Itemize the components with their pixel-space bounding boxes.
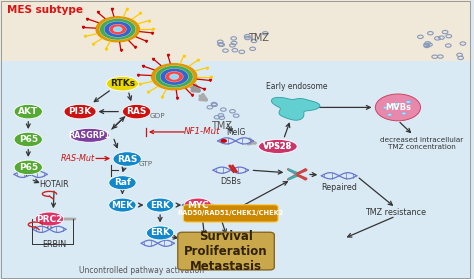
Text: ERK: ERK [150, 201, 170, 210]
Ellipse shape [14, 104, 42, 119]
Text: Early endosome: Early endosome [266, 82, 328, 91]
Ellipse shape [109, 176, 136, 190]
Text: RASGRP1: RASGRP1 [68, 131, 110, 140]
Circle shape [95, 16, 140, 43]
Text: RAS: RAS [117, 155, 137, 163]
Ellipse shape [258, 140, 297, 153]
Text: ERBIN: ERBIN [42, 240, 66, 249]
Ellipse shape [146, 226, 174, 240]
Text: Raf: Raf [114, 178, 131, 187]
Text: TMZ: TMZ [248, 33, 270, 43]
Ellipse shape [146, 198, 174, 212]
Text: NF1-Mut: NF1-Mut [184, 128, 221, 136]
Text: VPS28: VPS28 [263, 142, 292, 151]
Text: HOTAIR: HOTAIR [39, 180, 69, 189]
Text: ERK: ERK [150, 229, 170, 237]
Ellipse shape [113, 152, 141, 166]
FancyBboxPatch shape [183, 205, 278, 222]
Text: MeIG: MeIG [226, 128, 245, 137]
Text: PRC2: PRC2 [36, 215, 63, 223]
Text: AKT: AKT [18, 107, 38, 116]
Circle shape [160, 68, 188, 85]
Circle shape [104, 21, 131, 37]
Bar [0, 0, 471, 61]
Text: RAD50/RAD51/CHEK1/CHEK2: RAD50/RAD51/CHEK1/CHEK2 [178, 210, 284, 217]
Text: GTP: GTP [139, 161, 153, 167]
Circle shape [151, 63, 198, 91]
Text: Survival
Proliferation
Metastasis: Survival Proliferation Metastasis [184, 230, 268, 273]
Circle shape [113, 27, 122, 32]
Circle shape [220, 139, 227, 143]
Circle shape [109, 24, 127, 34]
Text: P65: P65 [18, 135, 38, 144]
Text: TMZ resistance: TMZ resistance [365, 208, 426, 217]
Ellipse shape [109, 198, 136, 212]
Ellipse shape [122, 104, 151, 119]
Text: VPS28: VPS28 [263, 142, 292, 151]
Circle shape [387, 113, 392, 116]
Text: Uncontrolled pathway activation: Uncontrolled pathway activation [79, 266, 204, 275]
Text: DSBs: DSBs [220, 177, 241, 186]
Circle shape [407, 101, 412, 104]
Circle shape [383, 106, 388, 109]
Text: MVBs: MVBs [385, 103, 411, 112]
Text: MEK: MEK [111, 201, 134, 210]
Text: GDP: GDP [150, 113, 165, 119]
Circle shape [406, 100, 410, 103]
Ellipse shape [14, 132, 42, 147]
Text: MYC: MYC [187, 201, 209, 210]
Text: RTKs: RTKs [110, 79, 135, 88]
Text: Repaired: Repaired [321, 183, 357, 192]
Ellipse shape [14, 160, 42, 175]
Text: P65: P65 [18, 163, 38, 172]
Text: RAS-Mut: RAS-Mut [61, 154, 95, 163]
Ellipse shape [36, 212, 64, 226]
Ellipse shape [70, 128, 109, 142]
Ellipse shape [184, 198, 211, 212]
Bar [0, 61, 471, 279]
Circle shape [401, 112, 406, 115]
Circle shape [387, 104, 392, 107]
Circle shape [170, 74, 179, 80]
Circle shape [100, 19, 136, 40]
Circle shape [155, 66, 193, 88]
Text: TMZ: TMZ [211, 121, 232, 131]
Circle shape [393, 106, 398, 109]
FancyBboxPatch shape [178, 232, 274, 270]
Circle shape [375, 94, 420, 121]
Text: RAS: RAS [127, 107, 147, 116]
Text: decreased intracellular
TMZ concentration: decreased intracellular TMZ concentratio… [380, 137, 463, 150]
Text: MES subtype: MES subtype [7, 5, 83, 15]
Ellipse shape [64, 104, 96, 119]
Text: PI3K: PI3K [68, 107, 91, 116]
Polygon shape [272, 97, 320, 120]
Ellipse shape [107, 76, 138, 91]
Circle shape [395, 103, 400, 105]
Ellipse shape [258, 140, 297, 153]
Circle shape [165, 71, 183, 82]
